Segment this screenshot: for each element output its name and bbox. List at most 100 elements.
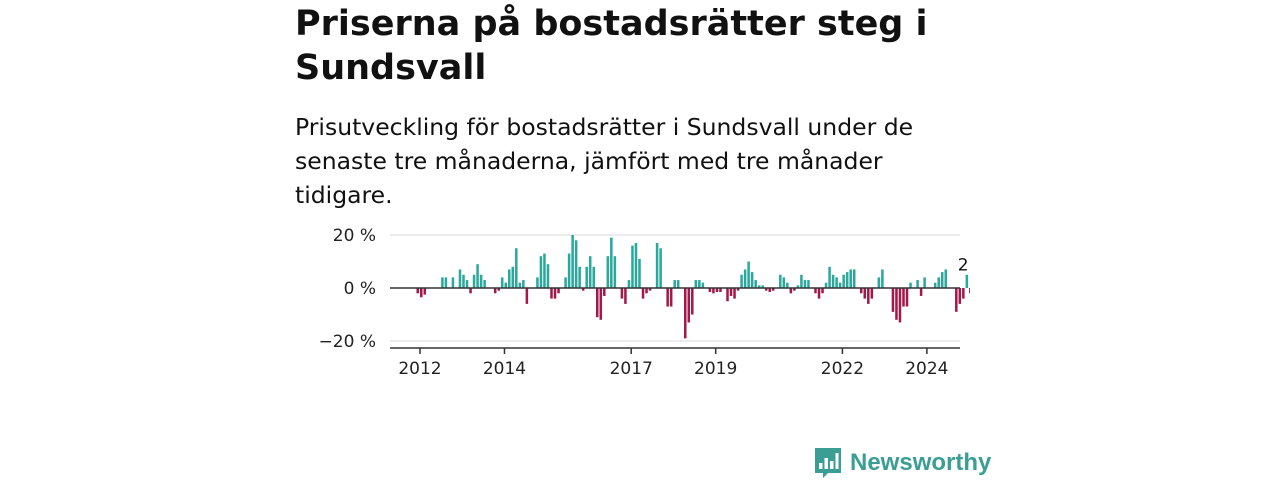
x-tick-label: 2024 [905,359,948,379]
bar [814,288,817,294]
bar [877,277,881,288]
bar [736,288,740,291]
bar [550,288,553,299]
bar [493,288,497,294]
bar [444,277,448,288]
bar [779,274,782,288]
bar [916,280,919,288]
brand-name: Newsworthy [850,449,992,476]
x-tick-label: 2022 [821,359,864,379]
bar [965,274,969,288]
bar [483,280,486,288]
bar [669,288,673,307]
bar [817,288,821,299]
bar [441,277,444,288]
bar [768,288,771,292]
tick-labels: 20 % 0 % −20 % 2012 2014 2017 2019 2022 2024 2 % [319,226,970,379]
bar [958,288,962,304]
bar [416,288,419,294]
bar [518,282,522,288]
bar [743,269,747,288]
bar [539,256,543,288]
bar [451,277,455,288]
bar [603,288,606,296]
bar [909,282,912,288]
bar [754,280,757,288]
bar [923,277,926,288]
bar [698,280,701,288]
bar [553,288,557,299]
bar [786,282,789,288]
x-tick-label: 2014 [483,359,526,379]
bar [729,288,733,296]
bar [750,272,754,288]
bar [747,261,750,288]
bar [824,282,828,288]
price-change-bar-chart: 20 % 0 % −20 % 2012 2014 2017 2019 2022 2024 2 % [319,226,970,379]
bar [472,274,476,288]
bar [831,274,835,288]
bar [522,280,525,288]
bar [867,288,870,304]
bar [757,285,761,288]
bar [803,280,807,288]
bar [761,285,764,288]
bar [852,269,856,288]
bar [902,288,905,307]
bar [462,274,465,288]
bar [905,288,909,307]
bar [676,280,680,288]
bar [648,288,652,291]
bar [863,288,867,299]
bar [504,282,507,288]
bar [508,269,511,288]
bar [567,253,571,288]
bar [634,242,638,288]
bar [423,288,427,295]
bar [592,266,595,288]
bar [701,282,705,288]
bar [764,288,768,291]
chart-subtitle: Prisutveckling för bostadsrätter i Sunds… [295,113,914,209]
bar [919,288,923,296]
bar [821,288,824,294]
axes [390,287,960,354]
bar [546,264,550,288]
bar [962,288,965,299]
bar [838,282,842,288]
bar [479,274,483,288]
bar [574,240,578,288]
bar-chart-speech-bubble-icon [815,448,841,478]
bar [588,256,592,288]
bar [585,266,588,288]
bar [458,269,462,288]
bar [515,248,518,288]
bar [800,274,803,288]
bar [694,280,698,288]
bar [655,242,659,288]
bar [782,277,786,288]
bar [715,288,719,292]
bar [420,288,423,298]
bar [571,235,574,288]
bar [687,288,691,323]
bar [828,266,831,288]
bar [944,269,947,288]
chart-title: Priserna på bostadsrätter steg i Sundsva… [295,4,928,88]
bar [733,288,736,299]
bar [631,245,634,288]
bar [536,277,539,288]
bar [620,288,624,299]
bar [511,266,515,288]
bar [870,288,874,299]
bar [726,288,729,302]
bar [881,269,884,288]
bar [898,288,902,323]
bar [955,288,958,312]
bar [684,288,687,339]
bar [940,272,944,288]
brand-logo: Newsworthy [814,446,991,480]
bar [557,288,560,294]
y-tick-label: 20 % [333,226,376,246]
bar [673,280,676,288]
